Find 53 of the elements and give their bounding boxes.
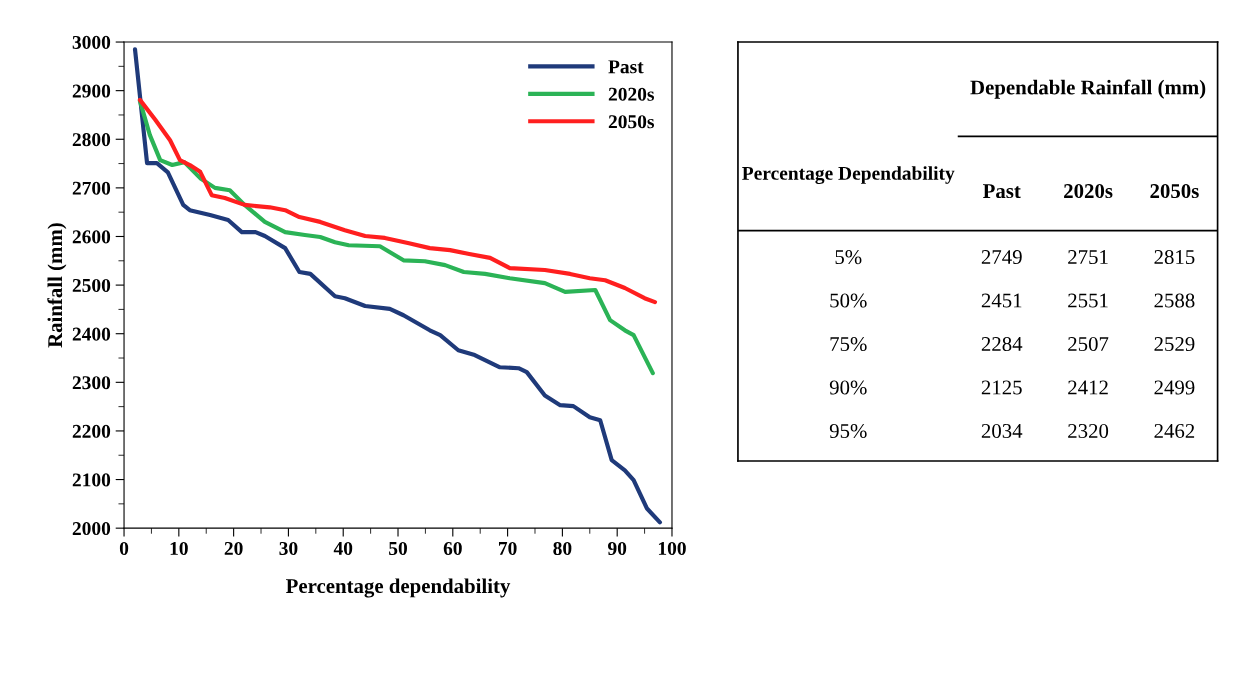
x-tick-label: 100 (658, 541, 686, 556)
text: 2125 (981, 380, 1022, 395)
x-tick-label: 30 (279, 541, 298, 556)
text: 2284 (981, 336, 1023, 352)
y-tick-label: 2400 (72, 327, 111, 341)
y-tick-label: 2000 (72, 521, 111, 536)
x-tick-label: 60 (443, 541, 462, 556)
x-tick-label: 0 (119, 541, 129, 556)
text: 2815 (1154, 250, 1195, 265)
x-tick-label: 40 (333, 541, 353, 556)
text: 2499 (1154, 380, 1195, 395)
text: 2749 (981, 250, 1022, 265)
text: 2529 (1154, 337, 1195, 352)
y-tick-label: 2500 (72, 278, 111, 293)
x-tick-label: 90 (608, 541, 627, 556)
text: 2462 (1154, 423, 1195, 438)
text: 2412 (1068, 380, 1108, 395)
x-axis-title: Percentage dependability (286, 578, 511, 598)
legend-label: 2020s (608, 87, 655, 101)
text: Percentage Dependability (742, 166, 955, 184)
category-label: 5% (835, 250, 862, 265)
legend-label: 2050s (608, 115, 655, 129)
y-tick-label: 2600 (72, 230, 111, 244)
line-series (132, 47, 663, 525)
category-label: 95% (829, 423, 867, 439)
x-tick-label: 10 (170, 541, 188, 556)
y-tick-label: 2200 (72, 424, 111, 438)
category-label: 2020s (1064, 184, 1113, 199)
x-tick-label: 20 (224, 541, 243, 556)
x-tick-label: 70 (498, 541, 517, 556)
y-tick-label: 2300 (72, 376, 111, 390)
category-label: Past (983, 184, 1021, 199)
y-axis-title: Rainfall (mm) (47, 223, 67, 348)
text: 2551 (1068, 293, 1108, 308)
legend-label: Past (608, 60, 644, 74)
text: 2451 (981, 293, 1022, 308)
y-tick-label: 3000 (72, 35, 111, 49)
text: 2588 (1154, 293, 1195, 308)
x-tick-label: 50 (389, 541, 407, 556)
y-tick-label: 2100 (72, 473, 111, 487)
y-tick-label: 2800 (72, 133, 111, 147)
category-label: 50% (830, 293, 867, 308)
x-tick-label: 80 (553, 541, 572, 556)
text: 2320 (1068, 423, 1109, 438)
text: 2751 (1068, 250, 1108, 265)
category-label: 75% (830, 336, 867, 352)
category-label: 90% (829, 380, 867, 395)
text: 2507 (1068, 336, 1109, 352)
y-tick-label: 2900 (72, 84, 111, 98)
category-label: 2050s (1150, 184, 1199, 199)
y-tick-label: 2700 (72, 181, 111, 195)
text: Dependable Rainfall (mm) (970, 79, 1206, 99)
text: 2034 (981, 423, 1023, 438)
